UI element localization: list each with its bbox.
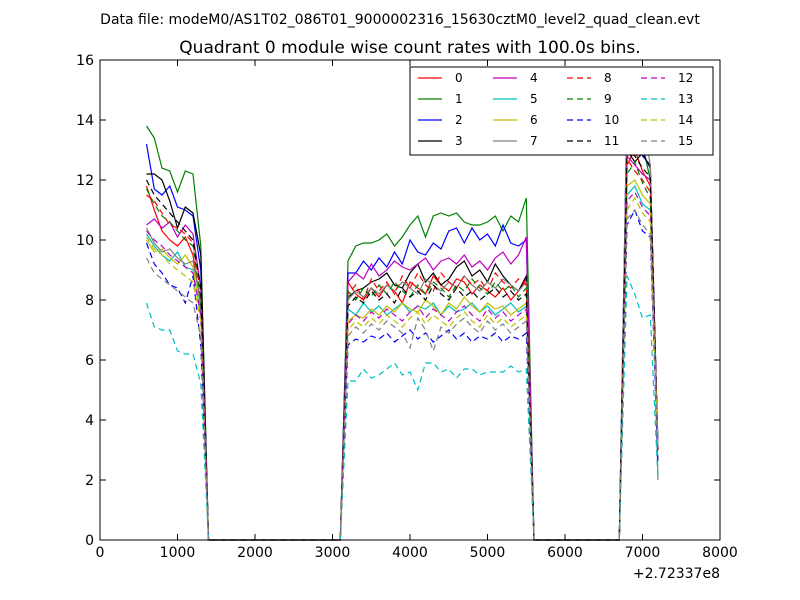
ticks-layer: 0 1000 2000 3000 4000 5000 6000 7000 80000246810… <box>76 53 738 561</box>
x-offset-label: +2.72337e8 <box>633 566 720 582</box>
x-tick-label: 7000 <box>625 545 661 561</box>
legend-label-15: 15 <box>678 134 693 148</box>
legend-label-10: 10 <box>604 113 619 127</box>
legend-label-9: 9 <box>604 92 612 106</box>
y-tick-label: 4 <box>85 413 94 429</box>
legend-label-0: 0 <box>455 71 463 85</box>
x-tick-label: 6000 <box>547 545 583 561</box>
plot-frame <box>99 59 721 541</box>
legend-label-11: 11 <box>604 134 619 148</box>
legend-label-7: 7 <box>530 134 538 148</box>
legend-label-5: 5 <box>530 92 538 106</box>
y-tick-label: 12 <box>76 173 94 189</box>
legend-label-2: 2 <box>455 113 463 127</box>
x-tick-label: 8000 <box>702 545 738 561</box>
x-tick-label: 2000 <box>237 545 273 561</box>
legend-label-12: 12 <box>678 71 693 85</box>
series-line-8 <box>146 157 659 541</box>
legend-label-6: 6 <box>530 113 538 127</box>
legend-label-3: 3 <box>455 134 463 148</box>
chart-suptitle: Data file: modeM0/AS1T02_086T01_90000023… <box>100 12 700 28</box>
y-tick-label: 6 <box>85 353 94 369</box>
legend-label-1: 1 <box>455 92 463 106</box>
legend-label-14: 14 <box>678 113 693 127</box>
legend-label-8: 8 <box>604 71 612 85</box>
legend-label-13: 13 <box>678 92 693 106</box>
chart-title: Quadrant 0 module wise count rates with … <box>179 38 640 58</box>
x-tick-label: 4000 <box>392 545 428 561</box>
y-tick-label: 14 <box>76 113 94 129</box>
x-tick-label: 5000 <box>470 545 506 561</box>
y-tick-label: 10 <box>76 233 94 249</box>
x-tick-label: 0 <box>96 545 105 561</box>
x-tick-label: 3000 <box>315 545 351 561</box>
legend-label-4: 4 <box>530 71 538 85</box>
legend-box <box>409 66 714 156</box>
y-tick-label: 0 <box>85 533 94 549</box>
y-tick-label: 2 <box>85 473 94 489</box>
y-tick-label: 8 <box>85 293 94 309</box>
x-tick-label: 1000 <box>160 545 196 561</box>
y-tick-label: 16 <box>76 53 94 69</box>
